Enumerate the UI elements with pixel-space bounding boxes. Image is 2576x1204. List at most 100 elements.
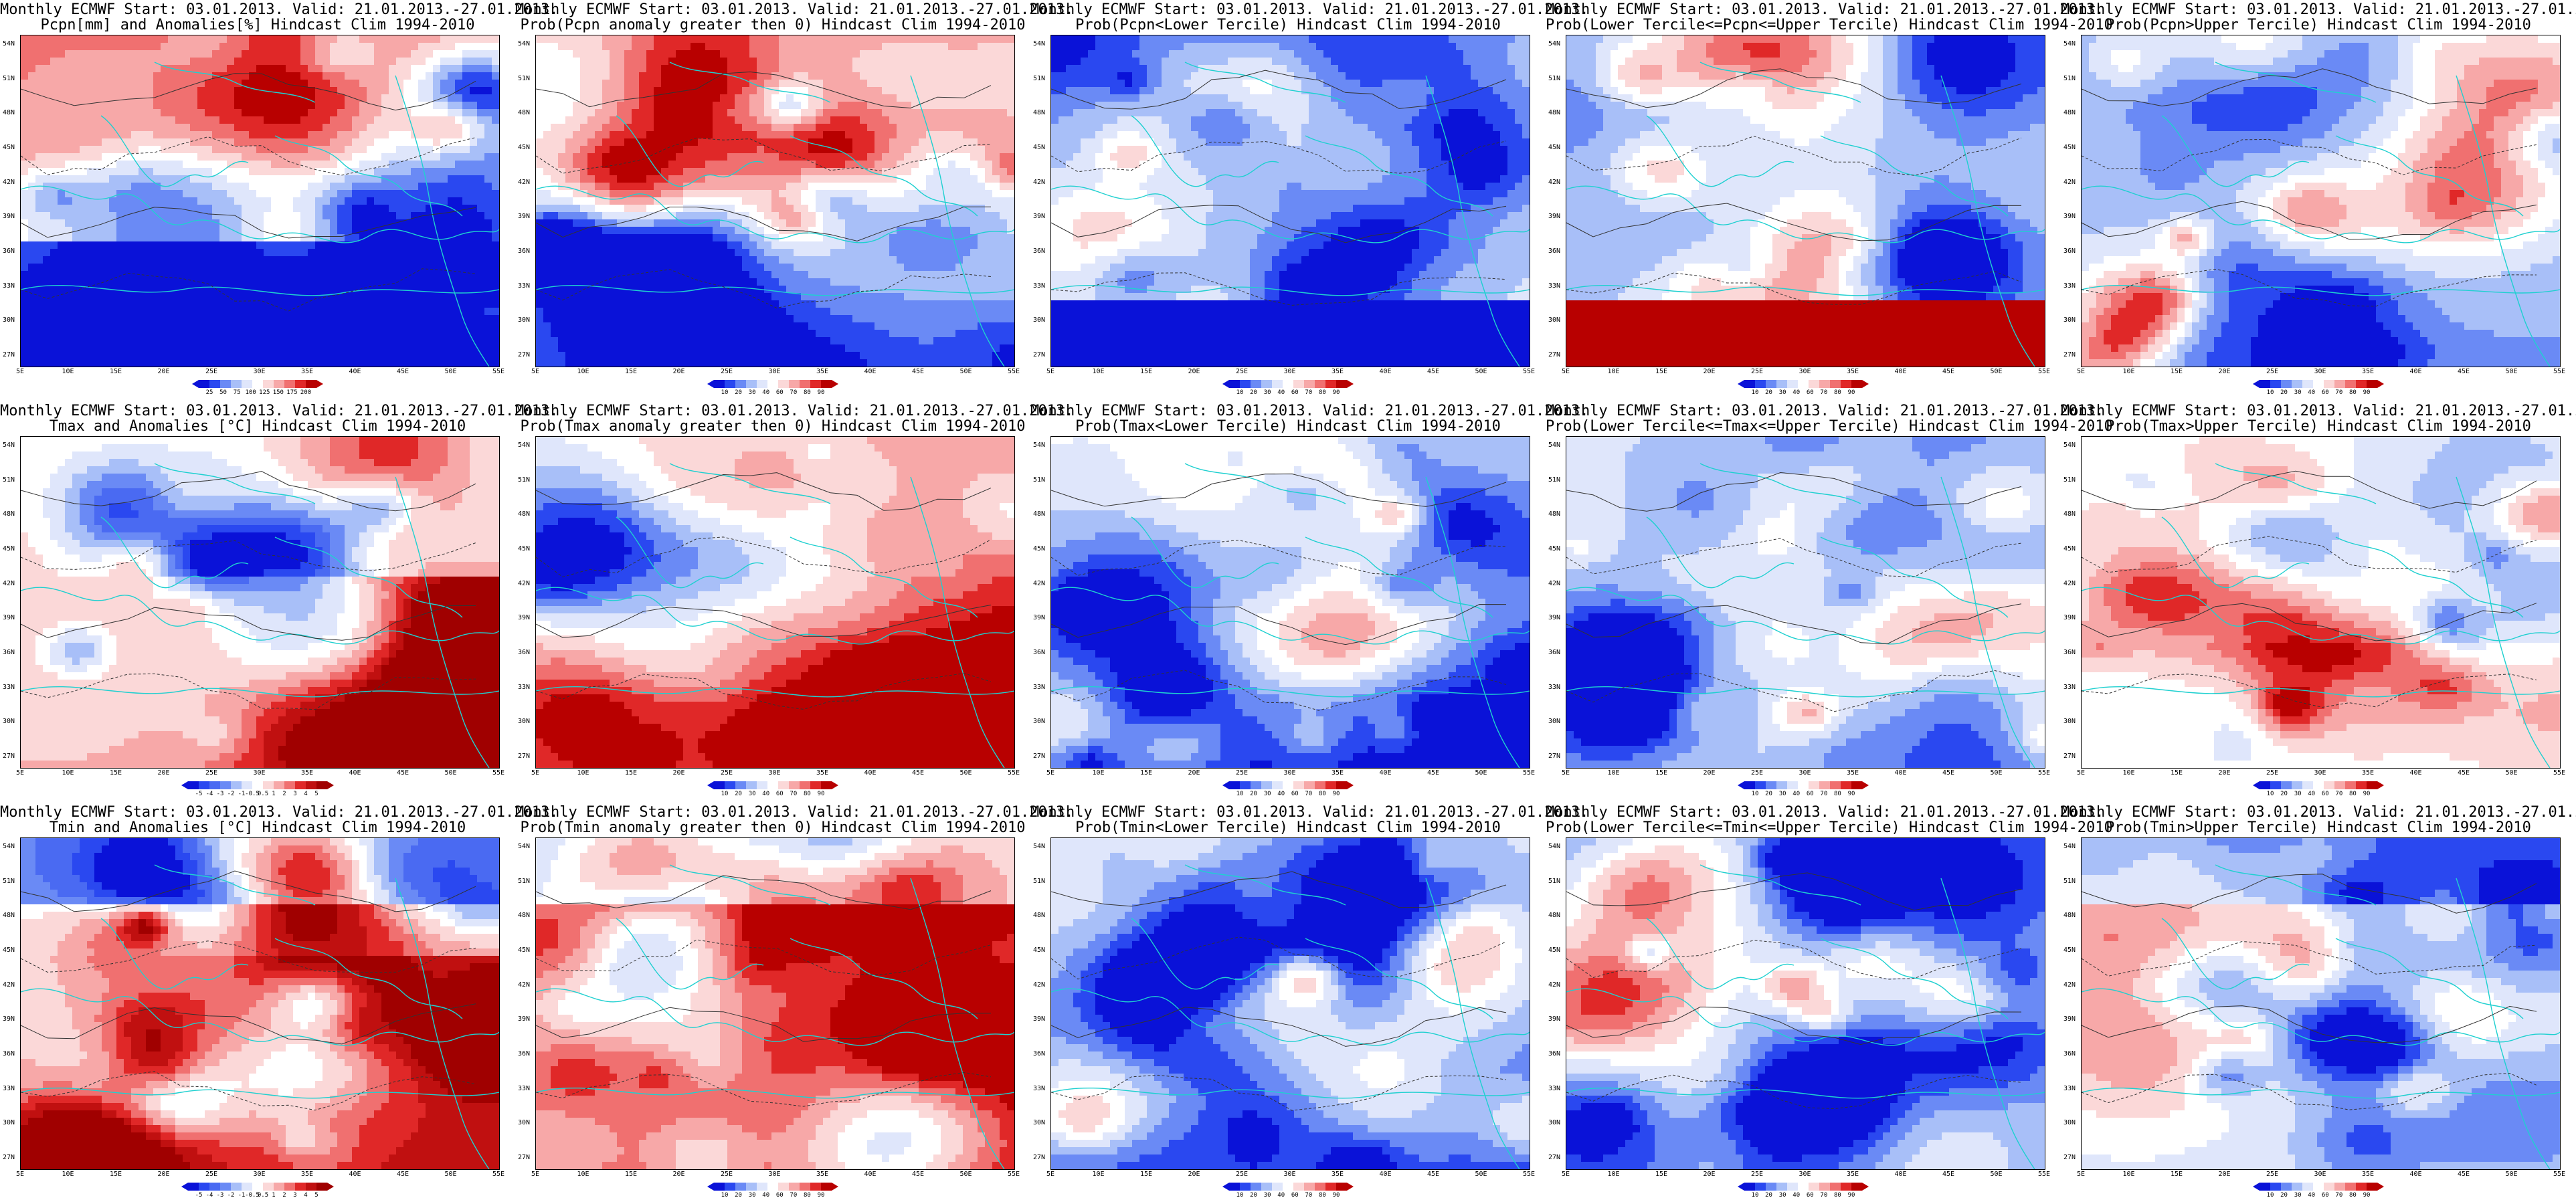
longitude-label: 25E <box>1236 769 1248 777</box>
colorbar-tick-label: 60 <box>1291 791 1299 797</box>
colorbar-tick-label: -2 <box>227 791 235 797</box>
colorbar-tick-label: 70 <box>790 389 797 396</box>
latitude-label: 54N <box>1033 843 1045 850</box>
latitude-label: 27N <box>3 1154 15 1161</box>
latitude-label: 30N <box>1548 718 1560 725</box>
colorbar-swatch <box>821 1183 832 1191</box>
colorbar-tick-label: 20 <box>1765 791 1772 797</box>
colorbar-swatch <box>1776 380 1787 388</box>
colorbar-swatch <box>767 1183 778 1191</box>
latitude-label: 30N <box>3 718 15 725</box>
forecast-map <box>1566 837 2045 1170</box>
colorbar-swatch <box>778 781 789 789</box>
colorbar-swatch <box>220 1183 231 1191</box>
longitude-label: 45E <box>912 769 924 777</box>
colorbar-swatch <box>188 1183 199 1191</box>
panel-title-line2: Prob(Tmin<Lower Tercile) Hindcast Clim 1… <box>1030 821 1546 835</box>
colorbar-swatch <box>2334 1183 2345 1191</box>
panel-title-line2: Prob(Pcpn<Lower Tercile) Hindcast Clim 1… <box>1030 18 1546 33</box>
panel-title-line2: Prob(Tmin>Upper Tercile) Hindcast Clim 1… <box>2061 821 2576 835</box>
colorbar-tick-label: 20 <box>1765 389 1772 396</box>
longitude-label: 40E <box>1894 368 1906 375</box>
forecast-map <box>1566 35 2045 367</box>
latitude-label: 33N <box>518 1085 530 1092</box>
latitude-label: 27N <box>518 752 530 760</box>
colorbar-swatch <box>1293 781 1304 789</box>
colorbar-tick-label: 90 <box>1333 389 1340 396</box>
latitude-label: 30N <box>3 1119 15 1126</box>
colorbar-tick-label: 40 <box>1277 791 1285 797</box>
latitude-label: 54N <box>518 441 530 449</box>
longitude-label: 20E <box>672 368 684 375</box>
latitude-label: 42N <box>1548 179 1560 186</box>
panel-title-line1: Monthly ECMWF Start: 03.01.2013. Valid: … <box>1030 805 1588 820</box>
colorbar-tick-label: 70 <box>2335 791 2342 797</box>
latitude-label: 51N <box>2063 75 2076 82</box>
longitude-label: 5E <box>1046 769 1054 777</box>
longitude-label: 10E <box>2122 368 2134 375</box>
longitude-label: 50E <box>444 769 456 777</box>
colorbar-tick-label: 20 <box>1250 389 1257 396</box>
longitude-label: 25E <box>205 368 217 375</box>
latitude-label: 48N <box>518 109 530 116</box>
longitude-label: 30E <box>2314 368 2326 375</box>
colorbar-tick-label: 10 <box>721 1192 729 1199</box>
colorbar-swatch <box>1830 781 1841 789</box>
colorbar-swatch <box>2281 380 2292 388</box>
colorbar-tick-label: 10 <box>2267 791 2274 797</box>
map-panel-tmin-middle: Monthly ECMWF Start: 03.01.2013. Valid: … <box>1546 803 2113 1204</box>
latitude-label: 42N <box>2063 179 2076 186</box>
longitude-label: 20E <box>1188 1171 1200 1178</box>
latitude-label: 27N <box>518 1154 530 1161</box>
colorbar-swatch <box>274 1183 284 1191</box>
longitude-label: 50E <box>2505 368 2517 375</box>
colorbar-swatch <box>1251 781 1261 789</box>
latitude-label: 51N <box>1548 476 1560 484</box>
colorbar <box>1738 781 1869 789</box>
map-panel-tmax-lower: Monthly ECMWF Start: 03.01.2013. Valid: … <box>1030 401 1588 803</box>
longitude-label: 25E <box>1751 1171 1763 1178</box>
colorbar-swatch <box>1787 380 1798 388</box>
longitude-label: 45E <box>397 1171 409 1178</box>
longitude-label: 30E <box>768 769 780 777</box>
map-panel-pcpn-middle: Monthly ECMWF Start: 03.01.2013. Valid: … <box>1546 0 2113 401</box>
colorbar-tick-label: 80 <box>1834 389 1841 396</box>
colorbar-max-arrow <box>2377 1183 2384 1191</box>
colorbar-tick-label: -2 <box>227 1192 235 1199</box>
colorbar-tick-label: -5 <box>195 791 203 797</box>
forecast-map <box>535 436 1015 769</box>
colorbar-tick-label: 10 <box>2267 389 2274 396</box>
longitude-label: 50E <box>1990 368 2002 375</box>
forecast-map <box>1050 837 1530 1170</box>
latitude-label: 42N <box>3 580 15 587</box>
latitude-label: 27N <box>3 752 15 760</box>
colorbar-tick-label: 30 <box>2294 389 2302 396</box>
longitude-label: 40E <box>349 368 361 375</box>
colorbar-tick-label: 60 <box>2322 791 2329 797</box>
longitude-label: 45E <box>1427 368 1439 375</box>
colorbar-tick-label: 10 <box>1236 1192 1244 1199</box>
colorbar-tick-label: 10 <box>1236 389 1244 396</box>
map-panel-pcpn-anomaly: Monthly ECMWF Start: 03.01.2013. Valid: … <box>0 0 558 401</box>
longitude-label: 15E <box>1655 368 1667 375</box>
longitude-label: 20E <box>157 368 169 375</box>
colorbar-swatch <box>821 380 832 388</box>
latitude-label: 39N <box>518 614 530 621</box>
latitude-label: 51N <box>2063 476 2076 484</box>
colorbar-swatch <box>199 781 209 789</box>
colorbar-swatch <box>1798 781 1809 789</box>
longitude-label: 25E <box>205 1171 217 1178</box>
latitude-label: 33N <box>518 684 530 691</box>
map-panel-tmin-upper: Monthly ECMWF Start: 03.01.2013. Valid: … <box>2061 803 2576 1204</box>
colorbar-swatch <box>2324 781 2334 789</box>
latitude-label: 51N <box>518 878 530 885</box>
colorbar-swatch <box>2324 1183 2334 1191</box>
latitude-label: 45N <box>1548 946 1560 954</box>
colorbar-swatch <box>757 1183 767 1191</box>
latitude-label: 48N <box>518 510 530 518</box>
colorbar-swatch <box>209 1183 220 1191</box>
latitude-label: 36N <box>1548 1050 1560 1058</box>
colorbar-tick-label: 40 <box>1792 1192 1800 1199</box>
map-panel-pcpn-lower: Monthly ECMWF Start: 03.01.2013. Valid: … <box>1030 0 1588 401</box>
panel-title-line1: Monthly ECMWF Start: 03.01.2013. Valid: … <box>1546 404 2104 419</box>
